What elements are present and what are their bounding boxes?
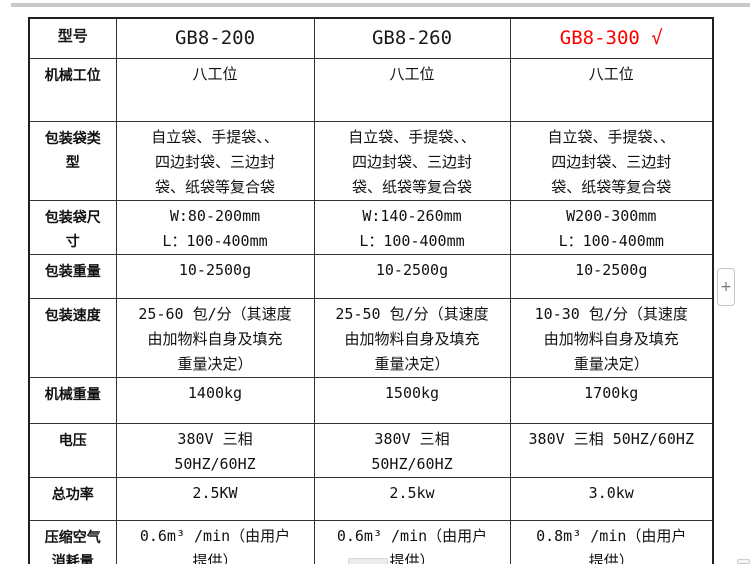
header-model-gb8-300-selected: GB8-300 √ xyxy=(509,17,714,59)
cell-total-power-gb8-300: 3.0kw xyxy=(509,476,714,521)
header-row: 型号 GB8-200 GB8-260 GB8-300 √ xyxy=(28,17,714,59)
row-label-bag-size: 包装袋尺 寸 xyxy=(28,199,117,255)
cell-pack-speed-gb8-300: 10-30 包/分（其速度 由加物料自身及填充 重量决定） xyxy=(509,297,714,378)
table-row-voltage: 电压 380V 三相 50HZ/60HZ 380V 三相 50HZ/60HZ 3… xyxy=(28,422,714,478)
cell-total-power-gb8-200: 2.5KW xyxy=(115,476,315,521)
cell-pack-speed-gb8-260: 25-50 包/分（其速度 由加物料自身及填充 重量决定） xyxy=(313,297,511,378)
spec-table: 型号 GB8-200 GB8-260 GB8-300 √ 机械工位 八工位 八工… xyxy=(28,17,714,564)
header-model-gb8-200: GB8-200 xyxy=(115,17,315,59)
row-label-total-power: 总功率 xyxy=(28,476,117,521)
cell-pack-weight-gb8-260: 10-2500g xyxy=(313,253,511,299)
cell-compressed-air-gb8-260: 0.6m³ /min（由用户 提供） xyxy=(313,519,511,564)
cell-stations-gb8-260: 八工位 xyxy=(313,57,511,122)
bottom-right-corner-control[interactable] xyxy=(737,559,750,564)
top-divider-rule xyxy=(11,3,750,7)
cell-pack-weight-gb8-300: 10-2500g xyxy=(509,253,714,299)
row-label-compressed-air: 压缩空气 消耗量 xyxy=(28,519,117,564)
row-label-pack-speed: 包装速度 xyxy=(28,297,117,378)
row-label-pack-weight: 包装重量 xyxy=(28,253,117,299)
cell-compressed-air-gb8-200: 0.6m³ /min（由用户 提供） xyxy=(115,519,315,564)
cell-bag-types-gb8-260: 自立袋、手提袋、、 四边封袋、三边封 袋、纸袋等复合袋 xyxy=(313,120,511,201)
cell-compressed-air-gb8-300: 0.8m³ /min（由用户 提供） xyxy=(509,519,714,564)
cell-total-power-gb8-260: 2.5kw xyxy=(313,476,511,521)
cell-bag-types-gb8-200: 自立袋、手提袋、、 四边封袋、三边封 袋、纸袋等复合袋 xyxy=(115,120,315,201)
row-label-bag-types: 包装袋类 型 xyxy=(28,120,117,201)
cell-machine-weight-gb8-300: 1700kg xyxy=(509,376,714,424)
cell-voltage-gb8-260: 380V 三相 50HZ/60HZ xyxy=(313,422,511,478)
cell-voltage-gb8-300: 380V 三相 50HZ/60HZ xyxy=(509,422,714,478)
table-row-stations: 机械工位 八工位 八工位 八工位 xyxy=(28,57,714,122)
row-label-stations: 机械工位 xyxy=(28,57,117,122)
table-row-bag-types: 包装袋类 型 自立袋、手提袋、、 四边封袋、三边封 袋、纸袋等复合袋 自立袋、手… xyxy=(28,120,714,201)
cell-bag-size-gb8-300: W200-300mm L：100-400mm xyxy=(509,199,714,255)
horizontal-scrollbar-thumb[interactable] xyxy=(348,558,388,564)
expand-plus-button[interactable]: + xyxy=(717,268,735,306)
cell-machine-weight-gb8-200: 1400kg xyxy=(115,376,315,424)
header-model-gb8-260: GB8-260 xyxy=(313,17,511,59)
cell-bag-size-gb8-200: W:80-200mm L：100-400mm xyxy=(115,199,315,255)
cell-stations-gb8-200: 八工位 xyxy=(115,57,315,122)
cell-bag-size-gb8-260: W:140-260mm L：100-400mm xyxy=(313,199,511,255)
table-row-pack-weight: 包装重量 10-2500g 10-2500g 10-2500g xyxy=(28,253,714,299)
cell-machine-weight-gb8-260: 1500kg xyxy=(313,376,511,424)
table-row-pack-speed: 包装速度 25-60 包/分（其速度 由加物料自身及填充 重量决定） 25-50… xyxy=(28,297,714,378)
cell-voltage-gb8-200: 380V 三相 50HZ/60HZ xyxy=(115,422,315,478)
cell-stations-gb8-300: 八工位 xyxy=(509,57,714,122)
table-row-total-power: 总功率 2.5KW 2.5kw 3.0kw xyxy=(28,476,714,521)
header-corner-label: 型号 xyxy=(28,17,117,59)
table-row-compressed-air: 压缩空气 消耗量 0.6m³ /min（由用户 提供） 0.6m³ /min（由… xyxy=(28,519,714,564)
cell-bag-types-gb8-300: 自立袋、手提袋、、 四边封袋、三边封 袋、纸袋等复合袋 xyxy=(509,120,714,201)
table-row-bag-size: 包装袋尺 寸 W:80-200mm L：100-400mm W:140-260m… xyxy=(28,199,714,255)
table-row-machine-weight: 机械重量 1400kg 1500kg 1700kg xyxy=(28,376,714,424)
row-label-voltage: 电压 xyxy=(28,422,117,478)
cell-pack-speed-gb8-200: 25-60 包/分（其速度 由加物料自身及填充 重量决定） xyxy=(115,297,315,378)
cell-pack-weight-gb8-200: 10-2500g xyxy=(115,253,315,299)
row-label-machine-weight: 机械重量 xyxy=(28,376,117,424)
